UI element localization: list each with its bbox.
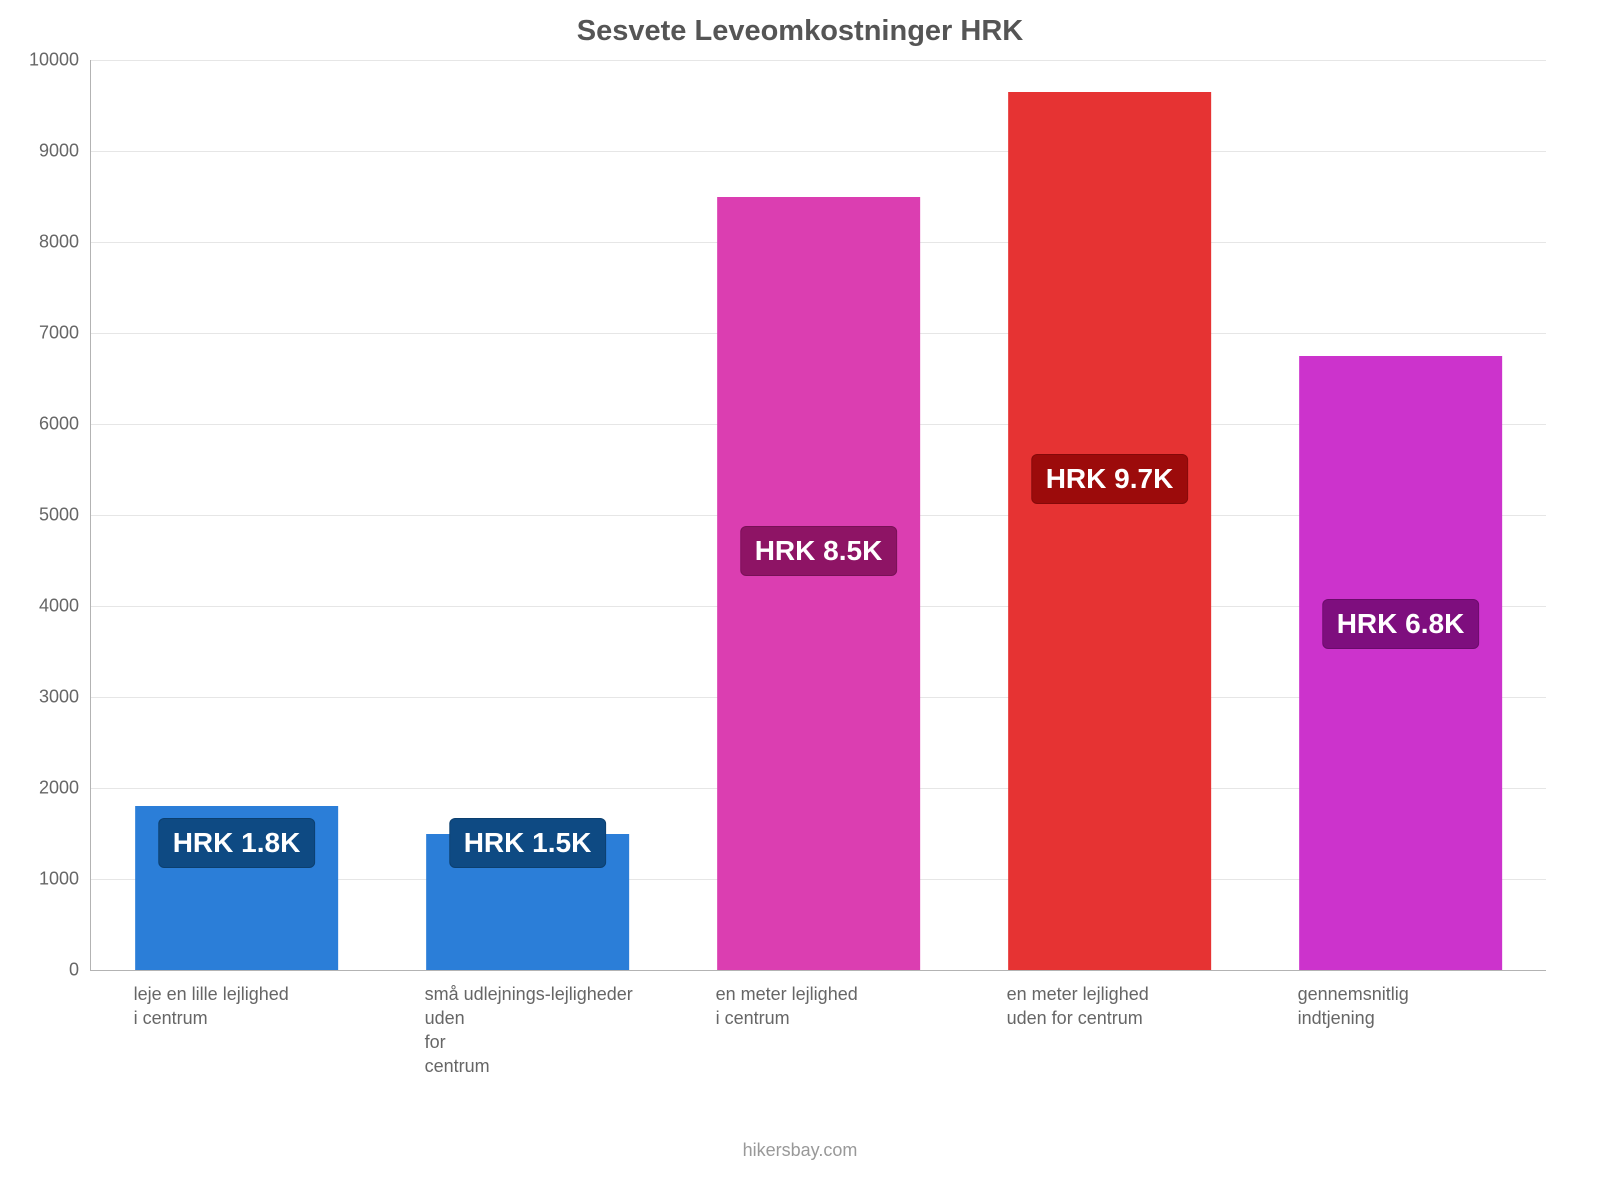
y-tick-label: 9000 [39, 141, 79, 162]
x-label-line: for [425, 1030, 633, 1054]
bar [1008, 92, 1212, 970]
y-tick-label: 7000 [39, 323, 79, 344]
bar-value-badge: HRK 9.7K [1031, 454, 1189, 504]
x-label-line: uden [425, 1006, 633, 1030]
bar [1299, 356, 1503, 970]
x-label-line: en meter lejlighed [1007, 982, 1149, 1006]
x-axis-category-label: gennemsnitligindtjening [1298, 982, 1409, 1030]
y-tick-label: 0 [69, 960, 79, 981]
x-label-line: i centrum [134, 1006, 289, 1030]
bar-value-badge: HRK 1.8K [158, 818, 316, 868]
plot-area: HRK 1.8K HRK 1.5K HRK 8.5K HRK 9.7K HRK 6.8K… [90, 60, 1546, 971]
x-label-line: uden for centrum [1007, 1006, 1149, 1030]
x-label-line: leje en lille lejlighed [134, 982, 289, 1006]
bar-slot: HRK 9.7K [964, 60, 1255, 970]
bar-slot: HRK 8.5K [673, 60, 964, 970]
bar-slot: HRK 1.5K [382, 60, 673, 970]
y-tick-label: 3000 [39, 687, 79, 708]
bar-slot: HRK 1.8K [91, 60, 382, 970]
y-tick-label: 10000 [29, 50, 79, 71]
x-axis-category-label: leje en lille lejlighedi centrum [134, 982, 289, 1030]
y-tick-label: 6000 [39, 414, 79, 435]
x-axis-category-label: en meter lejligheduden for centrum [1007, 982, 1149, 1030]
cost-of-living-bar-chart: Sesvete Leveomkostninger HRK HRK 1.8KHRK… [0, 0, 1600, 1200]
y-tick-label: 8000 [39, 232, 79, 253]
x-label-line: indtjening [1298, 1006, 1409, 1030]
bar [717, 197, 921, 971]
x-axis-category-label: en meter lejlighedi centrum [716, 982, 858, 1030]
bars-layer: HRK 1.8K HRK 1.5K HRK 8.5K HRK 9.7K HRK 6.8K [91, 60, 1546, 970]
attribution-text: hikersbay.com [0, 1140, 1600, 1161]
bar-value-badge: HRK 8.5K [740, 526, 898, 576]
y-tick-label: 1000 [39, 869, 79, 890]
bar-value-badge: HRK 1.5K [449, 818, 607, 868]
bar-value-badge: HRK 6.8K [1322, 599, 1480, 649]
x-label-line: i centrum [716, 1006, 858, 1030]
x-label-line: gennemsnitlig [1298, 982, 1409, 1006]
y-tick-label: 2000 [39, 778, 79, 799]
x-label-line: en meter lejlighed [716, 982, 858, 1006]
y-tick-label: 4000 [39, 596, 79, 617]
y-tick-label: 5000 [39, 505, 79, 526]
x-axis-category-label: små udlejnings-lejlighederudenforcentrum [425, 982, 633, 1078]
x-label-line: små udlejnings-lejligheder [425, 982, 633, 1006]
bar-slot: HRK 6.8K [1255, 60, 1546, 970]
x-label-line: centrum [425, 1054, 633, 1078]
chart-title: Sesvete Leveomkostninger HRK [0, 15, 1600, 48]
